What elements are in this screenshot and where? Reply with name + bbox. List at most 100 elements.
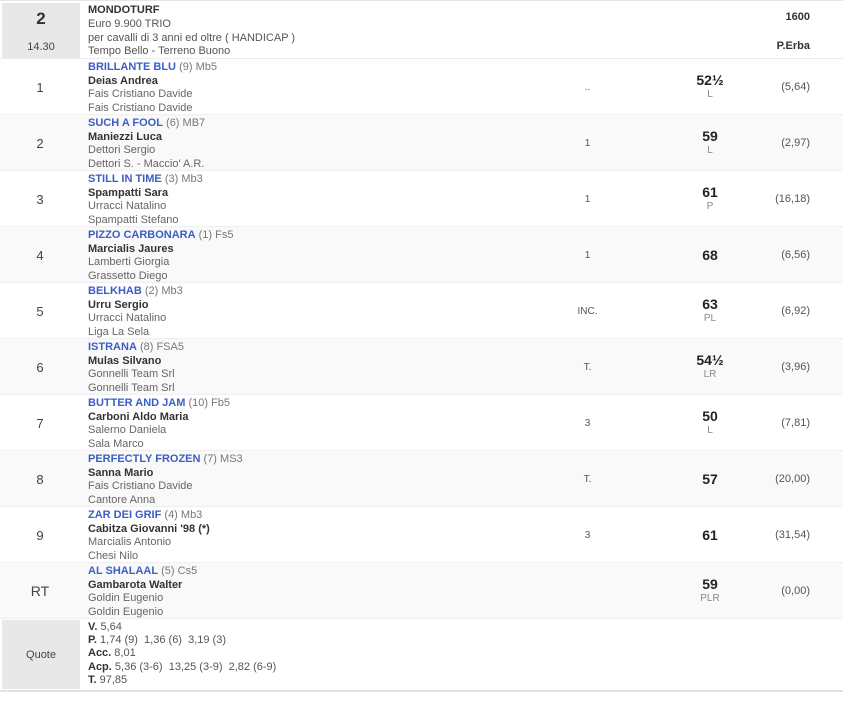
- trainer-name: Dettori Sergio: [88, 144, 156, 156]
- finish-position: 8: [36, 471, 44, 487]
- owner-name: Sala Marco: [88, 437, 144, 450]
- quote-line-piazzato: P. 1,74 (9) 1,36 (6) 3,19 (3): [88, 634, 843, 647]
- race-info-cell: MONDOTURF Euro 9.900 TRIO per cavalli di…: [80, 1, 843, 59]
- horse-name-link[interactable]: STILL IN TIME: [88, 173, 162, 185]
- weight-cell: 54½ LR: [655, 339, 765, 395]
- horse-name-link[interactable]: BRILLANTE BLU: [88, 61, 176, 73]
- odds-value: (0,00): [781, 585, 810, 597]
- horse-name-link[interactable]: BELKHAB: [88, 285, 142, 297]
- odds-value: (31,54): [775, 529, 810, 541]
- distance-gap: 3: [584, 529, 591, 541]
- horse-name-link[interactable]: ISTRANA: [88, 341, 137, 353]
- trainer-name: Lamberti Giorgia: [88, 256, 170, 268]
- odds-value: (16,18): [775, 193, 810, 205]
- weight-flags: L: [707, 88, 713, 100]
- trainer-name: Fais Cristiano Davide: [88, 480, 193, 492]
- weight-value: 50: [702, 407, 718, 424]
- jockey-name: Maniezzi Luca: [88, 130, 162, 143]
- weight-flags: P: [706, 200, 714, 212]
- runner-info-cell: BUTTER AND JAM (10) Fb5 Carboni Aldo Mar…: [80, 395, 520, 451]
- jockey-name: Cabitza Giovanni '98 (*): [88, 522, 210, 535]
- owner-name: Dettori S. - Maccio' A.R.: [88, 157, 205, 170]
- odds-value: (20,00): [775, 473, 810, 485]
- owner-name: Spampatti Stefano: [88, 213, 179, 226]
- quote-line-value: 8,01: [111, 647, 136, 660]
- trainer-name: Urracci Natalino: [88, 312, 167, 324]
- horse-name-link[interactable]: PIZZO CARBONARA: [88, 229, 196, 241]
- table-row: 7 BUTTER AND JAM (10) Fb5 Carboni Aldo M…: [0, 395, 843, 451]
- table-row: 5 BELKHAB (2) Mb3 Urru Sergio Urracci Na…: [0, 283, 843, 339]
- jockey-name: Mulas Silvano: [88, 354, 162, 367]
- finish-position: 2: [36, 135, 44, 151]
- weight-flags: PL: [703, 312, 717, 324]
- horse-name-link[interactable]: PERFECTLY FROZEN: [88, 453, 201, 465]
- owner-name: Goldin Eugenio: [88, 605, 164, 618]
- horse-detail: (4) Mb3: [164, 509, 203, 521]
- table-row: 8 PERFECTLY FROZEN (7) MS3 Sanna Mario F…: [0, 451, 843, 507]
- finish-position: 6: [36, 359, 44, 375]
- horse-detail: (3) Mb3: [164, 173, 203, 185]
- runner-info-cell: ZAR DEI GRIF (4) Mb3 Cabitza Giovanni '9…: [80, 507, 520, 563]
- horse-name-link[interactable]: BUTTER AND JAM: [88, 397, 186, 409]
- runner-info-cell: SUCH A FOOL (6) MB7 Maniezzi Luca Dettor…: [80, 115, 520, 171]
- owner-name: Chesi Nilo: [88, 549, 139, 562]
- quote-line-accoppiata: Acc. 8,01: [88, 647, 843, 660]
- horse-name-link[interactable]: ZAR DEI GRIF: [88, 509, 162, 521]
- runner-info-cell: ISTRANA (8) FSA5 Mulas Silvano Gonnelli …: [80, 339, 520, 395]
- race-title: MONDOTURF: [88, 4, 160, 16]
- distance-gap: [520, 563, 655, 619]
- quote-line-accoppiata-piazzata: Acp. 5,36 (3-6) 13,25 (3-9) 2,82 (6-9): [88, 661, 843, 674]
- table-row: 2 SUCH A FOOL (6) MB7 Maniezzi Luca Dett…: [0, 115, 843, 171]
- weight-cell: 57: [655, 451, 765, 507]
- distance-gap: 3: [584, 417, 591, 429]
- runner-info-cell: AL SHALAAL (5) Cs5 Gambarota Walter Gold…: [80, 563, 520, 619]
- horse-name-link[interactable]: AL SHALAAL: [88, 565, 159, 577]
- distance-gap: ..: [584, 81, 591, 93]
- owner-name: Cantore Anna: [88, 493, 156, 506]
- weight-cell: 50 L: [655, 395, 765, 451]
- weight-flags: PLR: [700, 592, 720, 604]
- table-row: 1 BRILLANTE BLU (9) Mb5 Deias Andrea Fai…: [0, 59, 843, 115]
- jockey-name: Deias Andrea: [88, 74, 158, 87]
- weight-cell: 59 L: [655, 115, 765, 171]
- race-prize: Euro 9.900 TRIO: [88, 17, 171, 30]
- weight-value: 68: [702, 246, 718, 263]
- distance-gap: T.: [583, 361, 592, 373]
- horse-name-link[interactable]: SUCH A FOOL: [88, 117, 163, 129]
- table-row: RT AL SHALAAL (5) Cs5 Gambarota Walter G…: [0, 563, 843, 619]
- finish-position: 5: [36, 303, 44, 319]
- finish-position: RT: [30, 583, 50, 599]
- quote-label: Quote: [2, 620, 80, 690]
- weight-value: 57: [702, 470, 718, 487]
- trainer-name: Gonnelli Team Srl: [88, 368, 175, 380]
- distance-gap: 1: [584, 137, 591, 149]
- race-conditions: per cavalli di 3 anni ed oltre ( HANDICA…: [88, 31, 296, 44]
- weight-cell: 61: [655, 507, 765, 563]
- jockey-name: Spampatti Sara: [88, 186, 169, 199]
- trainer-name: Fais Cristiano Davide: [88, 88, 193, 100]
- runner-info-cell: PERFECTLY FROZEN (7) MS3 Sanna Mario Fai…: [80, 451, 520, 507]
- weight-cell: 52½ L: [655, 59, 765, 115]
- owner-name: Liga La Sela: [88, 325, 150, 338]
- quote-row: Quote V. 5,64 P. 1,74 (9) 1,36 (6) 3,19 …: [0, 619, 843, 692]
- weight-cell: 63 PL: [655, 283, 765, 339]
- runner-info-cell: BELKHAB (2) Mb3 Urru Sergio Urracci Nata…: [80, 283, 520, 339]
- weight-flags: LR: [703, 368, 717, 380]
- finish-position: 1: [36, 79, 44, 95]
- table-row: 4 PIZZO CARBONARA (1) Fs5 Marcialis Jaur…: [0, 227, 843, 283]
- jockey-name: Urru Sergio: [88, 298, 149, 311]
- weight-value: 59: [702, 127, 718, 144]
- horse-detail: (10) Fb5: [188, 397, 231, 409]
- race-time: 14.30: [27, 41, 55, 54]
- quote-content: V. 5,64 P. 1,74 (9) 1,36 (6) 3,19 (3) Ac…: [80, 619, 843, 690]
- race-number-cell: 2 14.30: [2, 3, 80, 59]
- race-number: 2: [36, 9, 46, 28]
- horse-detail: (1) Fs5: [198, 229, 234, 241]
- quote-line-value: 1,74 (9) 1,36 (6) 3,19 (3): [96, 634, 226, 647]
- odds-value: (3,96): [781, 361, 810, 373]
- weight-flags: L: [707, 424, 713, 436]
- odds-value: (5,64): [781, 81, 810, 93]
- quote-line-value: 97,85: [96, 673, 128, 686]
- race-weather: Tempo Bello - Terreno Buono: [88, 45, 231, 58]
